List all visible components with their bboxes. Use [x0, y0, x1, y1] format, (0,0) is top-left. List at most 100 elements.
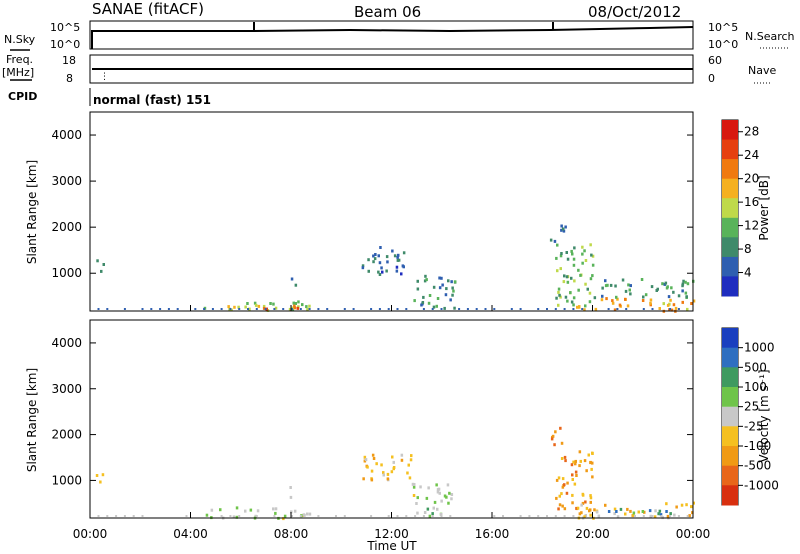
power-data-cell [560, 252, 563, 255]
velocity-data-cell [406, 471, 409, 475]
velocity-colorbar-segment [722, 426, 738, 447]
velocity-data-cell [665, 510, 668, 513]
power-data-cell [584, 282, 587, 286]
power-data-cell [290, 277, 294, 281]
velocity-data-cell [595, 510, 599, 514]
power-data-cell [572, 296, 576, 300]
velocity-ytick-label: 3000 [51, 382, 82, 396]
power-data-cell [265, 307, 268, 311]
velocity-data-cell [554, 515, 557, 517]
velocity-data-cell [380, 463, 383, 467]
velocity-data-cell [412, 494, 416, 497]
power-data-cell [640, 278, 644, 281]
velocity-plot-frame [89, 319, 694, 519]
velocity-data-cell [677, 515, 680, 517]
power-data-cell [305, 305, 308, 309]
velocity-data-cell [658, 509, 662, 513]
power-data-cell [378, 308, 381, 310]
x-axis-label: Time UT [366, 539, 417, 553]
velocity-data-cell [578, 512, 582, 516]
power-data-cell [628, 288, 631, 292]
power-data-cell [609, 283, 613, 287]
velocity-data-cell [553, 443, 556, 447]
velocity-data-cell [370, 515, 373, 517]
power-data-cell [549, 238, 553, 242]
velocity-colorbar-segment [722, 446, 738, 467]
velocity-data-cell [613, 512, 616, 516]
power-data-cell [400, 272, 403, 276]
power-data-cell [601, 286, 604, 290]
velocity-data-cell [550, 437, 554, 441]
velocity-data-cell [575, 506, 578, 510]
velocity-data-cell [561, 477, 565, 481]
power-data-cell [686, 282, 690, 286]
power-data-cell [561, 227, 565, 231]
velocity-data-cell [371, 453, 375, 457]
velocity-data-cell [583, 459, 587, 463]
velocity-data-cell [685, 503, 688, 507]
power-data-cell [443, 306, 446, 310]
nsky-panel-frame [89, 20, 694, 50]
power-data-cell [255, 308, 258, 310]
power-data-cell [615, 295, 618, 299]
power-data-cell [379, 246, 382, 249]
power-data-cell [294, 283, 298, 287]
power-data-cell [625, 308, 628, 310]
velocity-data-cell [564, 459, 567, 463]
velocity-colorbar-segment [722, 485, 738, 506]
velocity-data-cell [665, 502, 668, 506]
x-tick-label: 20:00 [575, 527, 610, 541]
nsky-tick-low: 10^0 [50, 38, 80, 51]
power-data-cell [669, 308, 672, 310]
power-data-cell [681, 289, 684, 293]
power-data-cell [591, 274, 594, 278]
velocity-data-cell [115, 515, 118, 517]
power-data-cell [570, 276, 573, 280]
power-colorbar-segment [722, 276, 738, 297]
power-data-cell [458, 308, 461, 310]
velocity-data-cell [450, 493, 454, 496]
power-data-cell [569, 291, 572, 295]
power-data-cell [274, 306, 278, 310]
power-data-cell [566, 280, 570, 284]
velocity-data-cell [579, 459, 582, 463]
x-tick-label: 00:00 [73, 527, 108, 541]
power-colorbar-tick-label: 16 [744, 195, 759, 209]
velocity-data-cell [273, 515, 276, 517]
power-data-cell [572, 257, 576, 261]
velocity-data-cell [566, 481, 569, 485]
velocity-data-cell [291, 515, 293, 517]
velocity-data-cell [274, 507, 278, 511]
velocity-data-cell [584, 500, 587, 504]
power-data-cell [262, 306, 266, 310]
power-data-cell [397, 258, 401, 262]
power-data-cell [624, 297, 627, 301]
velocity-data-cell [691, 511, 694, 515]
power-data-cell [297, 300, 300, 304]
power-data-cell [450, 280, 453, 284]
velocity-colorbar-tick-label: -100 [744, 439, 771, 453]
nave-tick-low: 0 [708, 72, 715, 85]
power-data-cell [690, 302, 693, 305]
power-data-cell [441, 283, 444, 287]
velocity-data-cell [589, 494, 592, 498]
freq-tick-high: 18 [62, 54, 76, 67]
power-colorbar-tick-label: 24 [744, 148, 759, 162]
power-data-cell [432, 285, 436, 289]
power-data-cell [123, 308, 126, 310]
power-data-cell [650, 285, 654, 289]
power-data-cell [393, 254, 397, 258]
velocity-data-cell [554, 430, 557, 434]
velocity-colorbar-tick-label: -1000 [744, 478, 779, 492]
power-data-cell [102, 263, 105, 266]
velocity-data-cell [624, 512, 627, 516]
velocity-data-cell [580, 511, 583, 515]
power-data-cell [451, 286, 454, 290]
power-data-cell [247, 308, 249, 310]
velocity-data-cell [604, 503, 607, 507]
power-data-cell [297, 305, 300, 309]
velocity-data-cell [436, 488, 440, 492]
power-data-cell [100, 269, 103, 273]
power-data-cell [451, 293, 454, 297]
velocity-data-cell [537, 515, 540, 517]
